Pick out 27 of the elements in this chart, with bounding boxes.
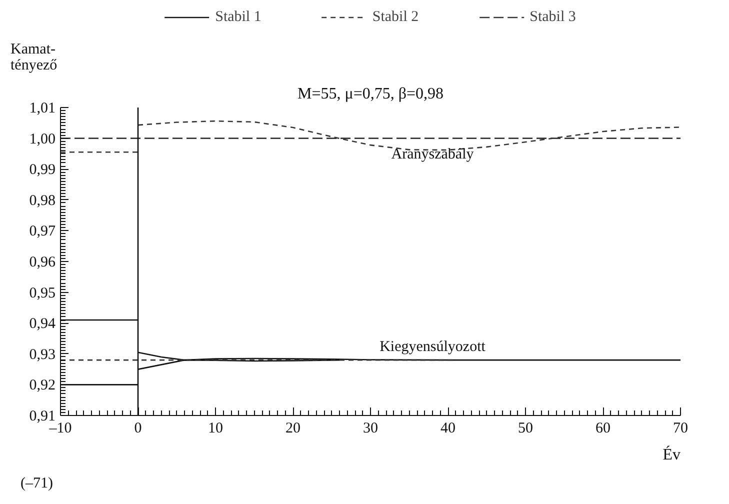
x-tick-label: 0 (134, 420, 142, 436)
y-tick-label: 0,98 (29, 192, 56, 209)
y-tick-label: 1,01 (29, 100, 56, 116)
text: (–71) (20, 476, 53, 492)
annotation: Kiegyensúlyozott (380, 339, 486, 356)
annotation: Aranyszabály (391, 146, 474, 162)
x-tick-label: 50 (518, 420, 533, 436)
y-tick-label: 0,97 (29, 224, 56, 240)
y-tick-label: 1,00 (29, 131, 56, 148)
x-tick-label: 60 (596, 420, 610, 436)
x-tick-label: 10 (208, 420, 223, 436)
y-tick-label: 0,99 (29, 162, 56, 178)
y-tick-label: 0,92 (29, 378, 56, 394)
x-tick-label: 70 (673, 420, 688, 436)
x-tick-label: 40 (440, 420, 456, 436)
x-tick-label: 20 (286, 420, 300, 436)
legend-label: Stabil 2 (372, 8, 419, 26)
y-tick-label: 0,96 (29, 254, 56, 270)
y-tick-label: 0,95 (29, 285, 56, 302)
x-axis-title: Év (662, 446, 681, 464)
legend-label: Stabil 1 (215, 8, 262, 26)
chart-title: M=55, μ=0,75, β=0,98 (297, 86, 444, 102)
y-axis-title: Kamat- tényező (10, 42, 58, 74)
y-tick-label: 0,94 (29, 316, 56, 332)
legend-label: Stabil 3 (530, 8, 576, 26)
y-tick-label: 0,93 (29, 346, 56, 363)
x-tick-label: 30 (363, 420, 378, 436)
